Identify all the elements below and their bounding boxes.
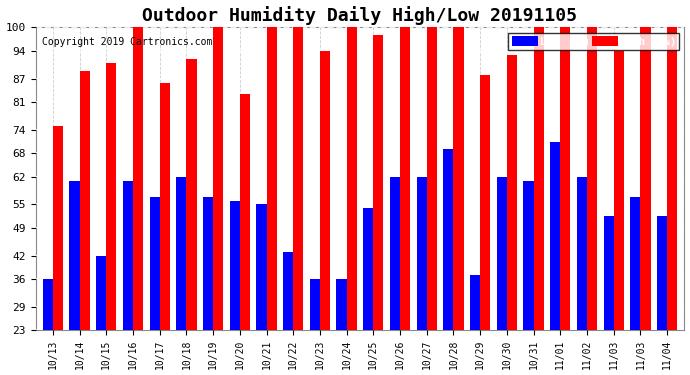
Bar [293, 27, 304, 330]
Bar [53, 126, 63, 330]
Bar [453, 27, 464, 330]
Bar [524, 181, 533, 330]
Bar [560, 27, 571, 330]
Bar [186, 59, 197, 330]
Bar [96, 256, 106, 330]
Bar [604, 216, 613, 330]
Bar [613, 51, 624, 330]
Bar [79, 71, 90, 330]
Bar [43, 279, 53, 330]
Bar [346, 27, 357, 330]
Bar [213, 27, 224, 330]
Bar [640, 27, 651, 330]
Bar [283, 252, 293, 330]
Bar [630, 196, 640, 330]
Bar [159, 82, 170, 330]
Bar [70, 181, 79, 330]
Bar [657, 216, 667, 330]
Bar [426, 27, 437, 330]
Bar [533, 27, 544, 330]
Bar [507, 55, 517, 330]
Bar [310, 279, 320, 330]
Title: Outdoor Humidity Daily High/Low 20191105: Outdoor Humidity Daily High/Low 20191105 [143, 6, 578, 24]
Text: Copyright 2019 Cartronics.com: Copyright 2019 Cartronics.com [42, 37, 213, 46]
Bar [470, 275, 480, 330]
Bar [150, 196, 159, 330]
Bar [443, 149, 453, 330]
Bar [257, 204, 266, 330]
Legend: Low  (%), High  (%): Low (%), High (%) [509, 33, 679, 50]
Bar [373, 35, 384, 330]
Bar [587, 27, 597, 330]
Bar [240, 94, 250, 330]
Bar [363, 209, 373, 330]
Bar [133, 27, 143, 330]
Bar [497, 177, 507, 330]
Bar [400, 27, 410, 330]
Bar [230, 201, 240, 330]
Bar [337, 279, 346, 330]
Bar [480, 75, 491, 330]
Bar [667, 27, 677, 330]
Bar [320, 51, 330, 330]
Bar [123, 181, 133, 330]
Bar [417, 177, 426, 330]
Bar [106, 63, 117, 330]
Bar [577, 177, 587, 330]
Bar [176, 177, 186, 330]
Bar [266, 27, 277, 330]
Bar [550, 141, 560, 330]
Bar [203, 196, 213, 330]
Bar [390, 177, 400, 330]
